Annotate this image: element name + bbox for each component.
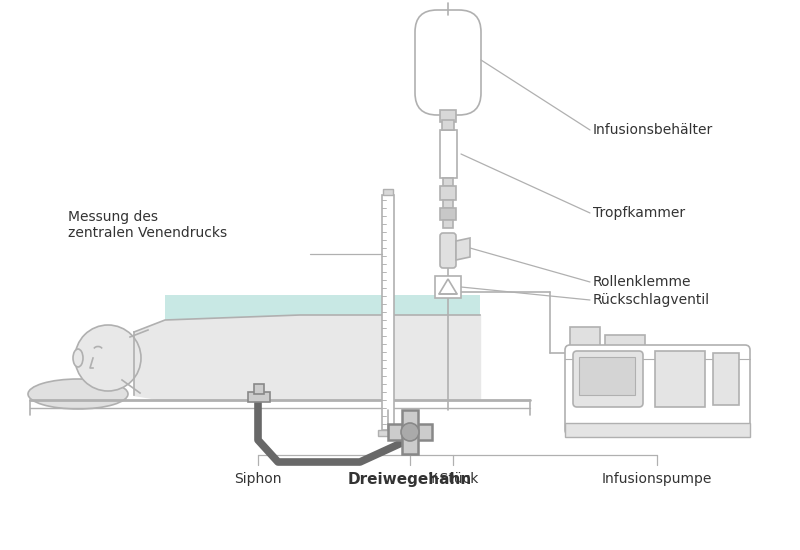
Bar [402, 410, 418, 454]
Bar [605, 335, 645, 347]
Text: Infusionspumpe: Infusionspumpe [602, 472, 712, 486]
Polygon shape [165, 295, 480, 400]
Bar [440, 186, 456, 200]
Bar [579, 357, 635, 395]
Bar [565, 423, 750, 437]
Bar [443, 200, 453, 208]
Bar [570, 327, 600, 347]
FancyBboxPatch shape [440, 233, 456, 268]
Bar [435, 276, 461, 298]
Bar [442, 120, 454, 130]
Circle shape [75, 325, 141, 391]
Bar [440, 208, 456, 220]
Ellipse shape [28, 379, 128, 409]
FancyBboxPatch shape [565, 345, 750, 435]
Text: Infusionsbehälter: Infusionsbehälter [593, 123, 714, 137]
Bar [443, 220, 453, 228]
FancyBboxPatch shape [573, 351, 643, 407]
Bar [254, 384, 264, 394]
Bar [440, 130, 457, 178]
Bar [443, 122, 453, 130]
Text: Tropfkammer: Tropfkammer [593, 206, 685, 220]
Bar [382, 195, 394, 430]
Text: Messung des
zentralen Venendrucks: Messung des zentralen Venendrucks [68, 210, 227, 240]
Polygon shape [456, 238, 470, 260]
Bar [440, 110, 456, 122]
Bar [655, 351, 705, 407]
Text: Rollenklemme: Rollenklemme [593, 275, 691, 289]
Circle shape [401, 423, 419, 441]
Bar [378, 430, 398, 436]
Text: Y-Stück: Y-Stück [428, 472, 478, 486]
Text: Rückschlagventil: Rückschlagventil [593, 293, 710, 307]
Bar [388, 424, 432, 440]
Bar [713, 353, 739, 405]
Ellipse shape [73, 349, 83, 367]
Bar [248, 392, 270, 402]
Text: Dreiwegehahn: Dreiwegehahn [348, 472, 472, 487]
FancyBboxPatch shape [415, 10, 481, 115]
Text: Siphon: Siphon [234, 472, 282, 486]
Bar [383, 189, 393, 195]
Bar [443, 178, 453, 186]
